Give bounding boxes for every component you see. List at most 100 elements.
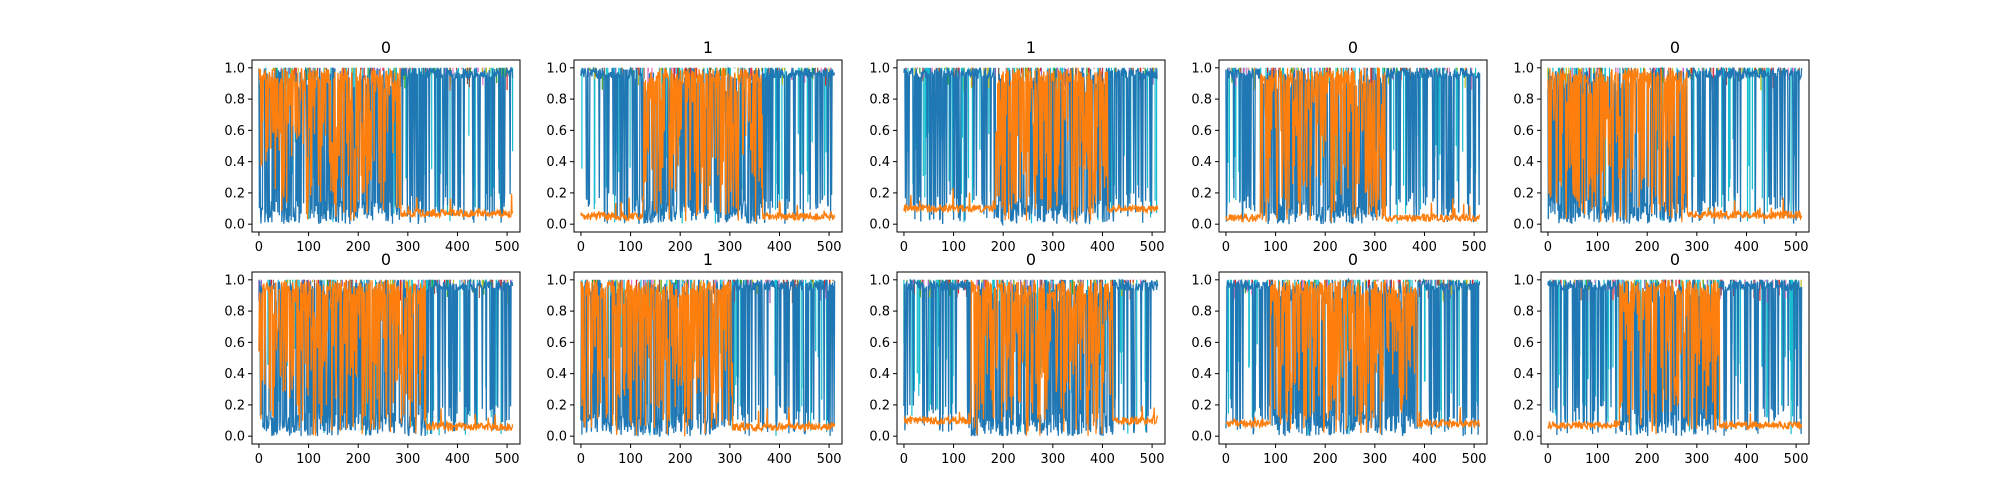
- y-tick-label: 0.0: [224, 218, 245, 233]
- x-tick-label: 0: [255, 240, 263, 255]
- subplot-7: 0 100 200 300 400 500 0.0 0.2 0.4 0.6 0.8 1.0 1: [546, 250, 843, 467]
- x-tick-label: 100: [1585, 452, 1610, 467]
- y-tick-label: 0.4: [869, 155, 890, 170]
- subplot-3: 0 100 200 300 400 500 0.0 0.2 0.4 0.6 0.8 1.0 1: [869, 38, 1166, 255]
- y-tick-label: 1.0: [1513, 273, 1534, 288]
- x-tick-label: 300: [1040, 452, 1065, 467]
- axes-frame: [1218, 271, 1488, 445]
- subplot-4: 0 100 200 300 400 500 0.0 0.2 0.4 0.6 0.8 1.0 0: [1191, 38, 1488, 255]
- y-tick-label: 0.2: [224, 186, 245, 201]
- subplot-title: 1: [703, 38, 713, 57]
- y-tick-label: 1.0: [869, 273, 890, 288]
- x-tick-label: 400: [1090, 452, 1115, 467]
- y-tick-label: 0.6: [1191, 336, 1212, 351]
- axes-frame: [896, 271, 1166, 445]
- y-tick-label: 0.2: [1191, 186, 1212, 201]
- y-tick-label: 0.0: [224, 430, 245, 445]
- x-tick-label: 0: [1544, 240, 1552, 255]
- y-tick-label: 0.6: [1513, 124, 1534, 139]
- x-tick-label: 200: [1313, 452, 1338, 467]
- axes-frame: [1540, 271, 1810, 445]
- x-tick-label: 300: [395, 452, 420, 467]
- axes-frame: [251, 59, 521, 233]
- axes-frame: [1218, 59, 1488, 233]
- y-tick-label: 0.6: [224, 336, 245, 351]
- x-tick-label: 400: [445, 452, 470, 467]
- x-tick-label: 100: [296, 452, 321, 467]
- y-tick-label: 0.2: [869, 186, 890, 201]
- y-tick-label: 0.8: [869, 93, 890, 108]
- subplot-6: 0 100 200 300 400 500 0.0 0.2 0.4 0.6 0.8 1.0 0: [224, 250, 521, 467]
- y-tick-label: 0.2: [1513, 186, 1534, 201]
- x-tick-label: 500: [495, 452, 520, 467]
- series-highlight: [1547, 279, 1803, 435]
- x-tick-label: 300: [395, 240, 420, 255]
- y-tick-label: 0.0: [546, 430, 567, 445]
- y-tick-label: 0.6: [1513, 336, 1534, 351]
- y-tick-label: 0.4: [224, 367, 245, 382]
- y-tick-label: 0.8: [224, 305, 245, 320]
- y-tick-label: 0.8: [546, 305, 567, 320]
- subplot-title: 0: [1670, 250, 1680, 269]
- x-tick-label: 0: [900, 452, 908, 467]
- subplot-2: 0 100 200 300 400 500 0.0 0.2 0.4 0.6 0.8 1.0 1: [546, 38, 843, 255]
- x-tick-label: 200: [1635, 240, 1660, 255]
- y-tick-label: 0.4: [1513, 367, 1534, 382]
- x-tick-label: 0: [577, 452, 585, 467]
- x-tick-label: 300: [1684, 240, 1709, 255]
- subplot-series-group: [1225, 66, 1481, 225]
- y-tick-label: 0.8: [546, 93, 567, 108]
- x-tick-label: 500: [1140, 452, 1165, 467]
- y-tick-label: 0.8: [224, 93, 245, 108]
- series-highlight: [903, 279, 1159, 436]
- y-tick-label: 0.4: [869, 367, 890, 382]
- x-tick-label: 400: [1412, 240, 1437, 255]
- x-tick-label: 300: [1362, 240, 1387, 255]
- subplot-series-group: [1547, 66, 1803, 224]
- subplot-series-group: [258, 66, 514, 225]
- subplot-series-group: [1547, 279, 1803, 437]
- y-tick-label: 0.4: [546, 367, 567, 382]
- x-tick-label: 0: [900, 240, 908, 255]
- x-tick-label: 400: [1734, 452, 1759, 467]
- y-tick-label: 0.8: [1191, 305, 1212, 320]
- x-tick-label: 100: [1585, 240, 1610, 255]
- series-dominant: [1547, 279, 1803, 437]
- y-tick-label: 0.4: [1191, 367, 1212, 382]
- x-tick-label: 300: [1362, 452, 1387, 467]
- series-highlight: [1547, 67, 1803, 223]
- series-highlight: [903, 67, 1159, 222]
- y-tick-label: 0.0: [869, 218, 890, 233]
- y-tick-label: 0.8: [1191, 93, 1212, 108]
- y-tick-label: 0.6: [546, 336, 567, 351]
- subplot-9: 0 100 200 300 400 500 0.0 0.2 0.4 0.6 0.8 1.0 0: [1191, 250, 1488, 467]
- subplot-title: 0: [381, 38, 391, 57]
- x-tick-label: 400: [1734, 240, 1759, 255]
- x-tick-label: 300: [1684, 452, 1709, 467]
- series-highlight: [580, 67, 836, 223]
- x-tick-label: 500: [1462, 240, 1487, 255]
- x-tick-label: 100: [296, 240, 321, 255]
- subplot-series-group: [903, 278, 1159, 437]
- y-tick-label: 1.0: [224, 273, 245, 288]
- series-highlight: [1225, 280, 1481, 434]
- series-highlight: [258, 67, 514, 221]
- y-tick-label: 0.6: [869, 124, 890, 139]
- x-tick-label: 500: [1784, 240, 1809, 255]
- x-tick-label: 200: [991, 452, 1016, 467]
- x-tick-label: 400: [767, 452, 792, 467]
- x-tick-label: 500: [1462, 452, 1487, 467]
- x-tick-label: 200: [1635, 452, 1660, 467]
- y-tick-label: 0.0: [1513, 430, 1534, 445]
- y-tick-label: 0.0: [1191, 218, 1212, 233]
- x-tick-label: 500: [817, 452, 842, 467]
- x-tick-label: 0: [255, 452, 263, 467]
- axes-frame: [251, 271, 521, 445]
- y-tick-label: 0.4: [1513, 155, 1534, 170]
- x-tick-label: 0: [1544, 452, 1552, 467]
- x-tick-label: 500: [495, 240, 520, 255]
- y-tick-label: 0.6: [224, 124, 245, 139]
- subplot-1: 0 100 200 300 400 500 0.0 0.2 0.4 0.6 0.8 1.0 0: [224, 38, 521, 255]
- subplot-5: 0 100 200 300 400 500 0.0 0.2 0.4 0.6 0.8 1.0 0: [1513, 38, 1810, 255]
- x-tick-label: 500: [817, 240, 842, 255]
